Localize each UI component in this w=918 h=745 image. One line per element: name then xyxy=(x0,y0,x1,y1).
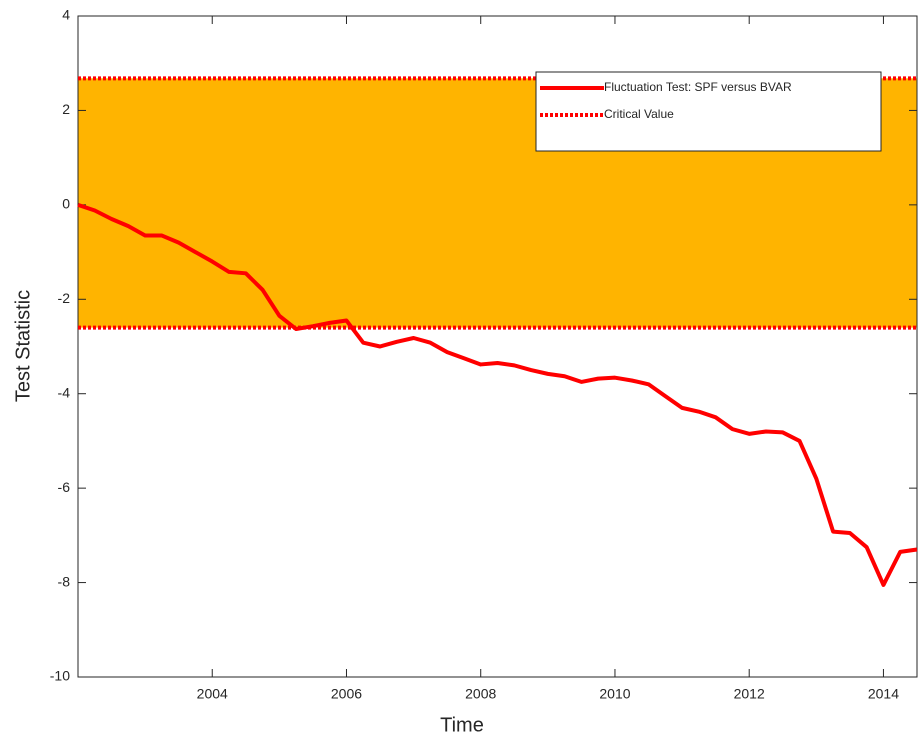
x-tick-label: 2008 xyxy=(465,686,496,702)
y-tick-label: 0 xyxy=(62,196,70,212)
legend-label: Fluctuation Test: SPF versus BVAR xyxy=(604,80,792,94)
x-tick-label: 2012 xyxy=(734,686,765,702)
y-tick-label: -8 xyxy=(58,573,71,589)
legend-label: Critical Value xyxy=(604,107,674,121)
x-tick-label: 2006 xyxy=(331,686,362,702)
legend-box xyxy=(535,71,882,152)
y-axis-label: Test Statistic xyxy=(12,290,34,402)
data-line xyxy=(77,202,918,587)
x-tick-label: 2010 xyxy=(599,686,630,702)
y-tick-label: 4 xyxy=(62,7,70,23)
y-tick-label: -2 xyxy=(58,290,71,306)
x-tick-label: 2014 xyxy=(868,686,899,702)
x-tick-label: 2004 xyxy=(197,686,228,702)
plot-frame xyxy=(77,15,918,678)
y-tick-label: -4 xyxy=(58,384,71,400)
x-axis-label: Time xyxy=(440,714,484,736)
y-tick-label: 2 xyxy=(62,101,70,117)
y-tick-label: -10 xyxy=(50,668,70,684)
y-tick-label: -6 xyxy=(58,479,71,495)
